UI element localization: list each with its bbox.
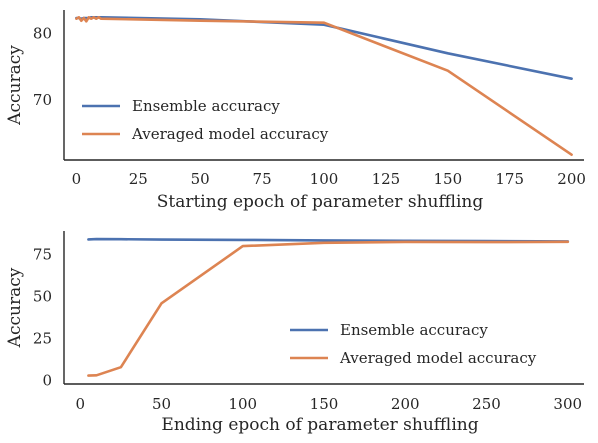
bottom-x-tick-label: 250 — [472, 395, 501, 413]
top-y-tick-label: 80 — [33, 24, 52, 42]
bottom-y-tick-label: 0 — [42, 372, 52, 390]
bottom-y-tick-label: 50 — [33, 288, 52, 306]
top-x-tick-label: 200 — [557, 170, 586, 188]
bottom-x-tick-label: 100 — [228, 395, 257, 413]
top-x-axis-label: Starting epoch of parameter shuffling — [157, 192, 484, 212]
bottom-y-tick-label: 75 — [33, 246, 52, 264]
top-x-tick-label: 25 — [129, 170, 148, 188]
top-x-tick-label: 0 — [72, 170, 82, 188]
top-x-tick-label: 175 — [495, 170, 524, 188]
chart-bottom: 0 50 100 150 200 250 300 0 25 50 75 Ending epoch of… — [5, 231, 584, 435]
top-series-line-ensemble — [75, 15, 573, 80]
top-series-line-averaged — [75, 15, 573, 156]
bottom-x-tick-label: 200 — [391, 395, 420, 413]
bottom-y-tick-label: 25 — [33, 330, 52, 348]
bottom-y-axis-label: Accuracy — [5, 267, 25, 348]
top-legend-label: Ensemble accuracy — [132, 97, 280, 115]
top-x-tick-label: 125 — [372, 170, 401, 188]
bottom-x-axis-label: Ending epoch of parameter shuffling — [161, 415, 478, 435]
bottom-legend: Ensemble accuracy Averaged model accuracy — [290, 321, 537, 367]
bottom-legend-label: Ensemble accuracy — [340, 321, 488, 339]
top-x-tick-label: 50 — [191, 170, 210, 188]
top-x-tick-label: 75 — [253, 170, 272, 188]
bottom-x-tick-label: 50 — [152, 395, 171, 413]
chart-top: 0 25 50 75 100 125 150 175 200 70 80 Starting epoch… — [5, 10, 586, 212]
bottom-x-tick-label: 150 — [310, 395, 339, 413]
top-y-axis-label: Accuracy — [5, 45, 25, 126]
top-x-tick-label: 100 — [310, 170, 339, 188]
top-y-tick-label: 70 — [33, 91, 52, 109]
bottom-x-tick-label: 300 — [553, 395, 582, 413]
top-legend: Ensemble accuracy Averaged model accuracy — [82, 97, 329, 143]
bottom-x-tick-label: 0 — [75, 395, 85, 413]
bottom-series-line-averaged — [87, 240, 570, 377]
bottom-legend-label: Averaged model accuracy — [339, 349, 537, 367]
top-x-tick-label: 150 — [433, 170, 462, 188]
top-legend-label: Averaged model accuracy — [131, 125, 329, 143]
